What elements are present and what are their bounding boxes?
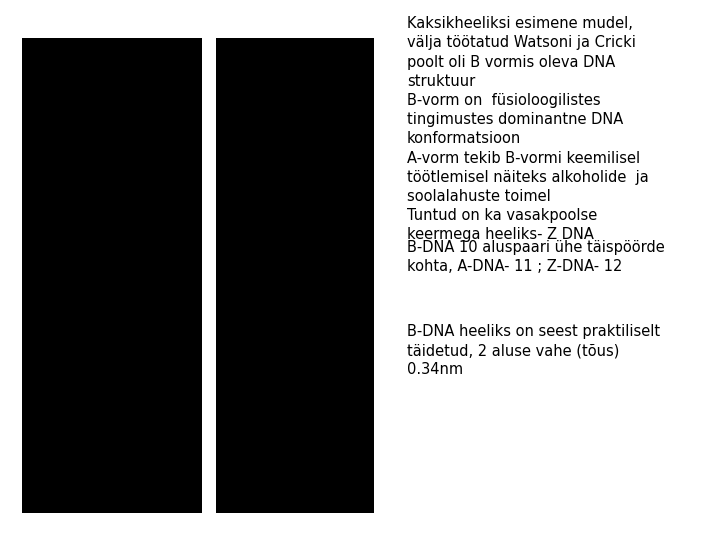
Bar: [216, 38, 374, 513]
Text: B-DNA heeliks on seest praktiliselt
täidetud, 2 aluse vahe (tõus)
0.34nm: B-DNA heeliks on seest praktiliselt täid…: [407, 324, 660, 377]
Text: A-DNA: A-DNA: [71, 39, 152, 59]
Text: B-DNA 10 aluspaari ühe täispöörde
kohta, A-DNA- 11 ; Z-DNA- 12: B-DNA 10 aluspaari ühe täispöörde kohta,…: [407, 240, 665, 274]
Text: Kaksikheeliksi esimene mudel,
välja töötatud Watsoni ja Cricki
poolt oli B vormi: Kaksikheeliksi esimene mudel, välja tööt…: [407, 16, 649, 242]
Text: B-DNA: B-DNA: [255, 39, 336, 59]
Bar: [22, 38, 202, 513]
